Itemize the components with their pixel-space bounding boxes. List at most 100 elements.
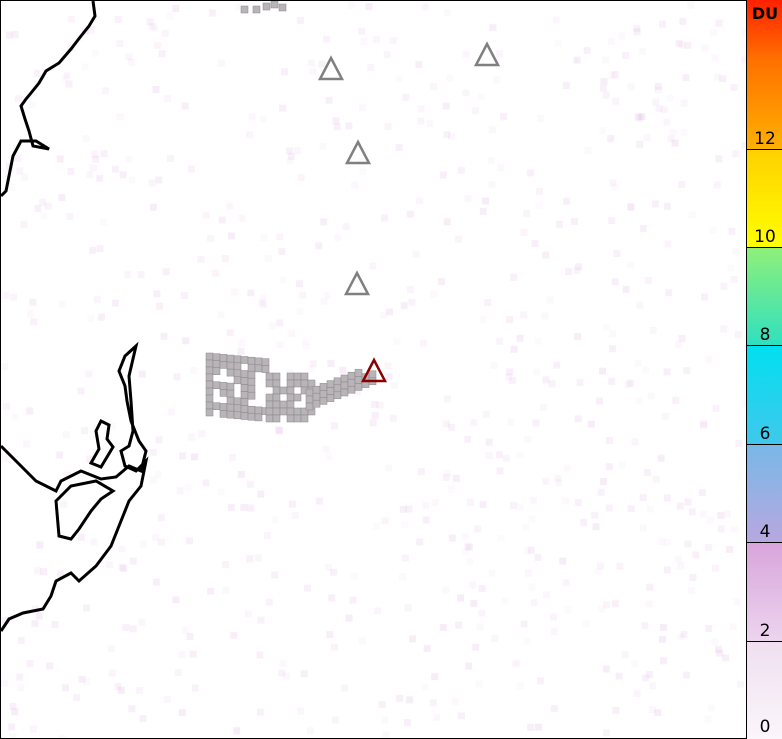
plume-cell — [265, 407, 274, 416]
so2-pixel — [358, 157, 366, 165]
so2-pixel — [315, 242, 323, 250]
so2-pixel — [731, 150, 739, 158]
so2-pixel — [63, 72, 71, 80]
so2-pixel — [342, 223, 350, 231]
so2-pixel — [279, 660, 287, 668]
so2-pixel — [715, 155, 723, 163]
so2-pixel — [412, 250, 420, 258]
plume-cell — [312, 399, 321, 408]
so2-pixel — [330, 422, 338, 430]
so2-pixel — [393, 338, 401, 346]
so2-pixel — [532, 419, 540, 427]
so2-pixel — [574, 332, 582, 340]
so2-pixel — [14, 95, 22, 103]
so2-pixel — [148, 179, 156, 187]
so2-pixel — [605, 436, 613, 444]
plume-cell — [240, 412, 249, 420]
so2-pixel — [35, 612, 43, 620]
colorbar-tick-label: 2 — [759, 620, 771, 641]
so2-pixel — [180, 291, 188, 299]
so2-pixel — [174, 669, 182, 677]
volcano-marker-icon[interactable] — [343, 270, 371, 296]
so2-pixel — [550, 704, 558, 712]
volcano-marker-icon[interactable] — [473, 41, 501, 67]
plume-cell — [219, 354, 228, 362]
plume-cell — [252, 5, 261, 14]
so2-pixel — [671, 139, 679, 147]
so2-pixel — [478, 585, 486, 593]
colorbar-tick — [747, 443, 782, 445]
so2-pixel — [278, 248, 286, 256]
plume-cell — [293, 414, 302, 423]
so2-pixel — [197, 255, 205, 263]
so2-pixel — [28, 101, 36, 109]
plume-cell — [300, 414, 309, 423]
so2-pixel — [63, 471, 71, 479]
so2-pixel — [58, 194, 66, 202]
so2-pixel — [677, 561, 685, 569]
so2-pixel — [268, 322, 276, 330]
so2-pixel — [700, 293, 708, 301]
so2-pixel — [125, 53, 133, 61]
map-panel[interactable] — [0, 0, 750, 739]
so2-pixel — [371, 411, 379, 419]
so2-pixel — [580, 518, 588, 526]
so2-pixel — [2, 291, 10, 299]
so2-pixel — [452, 474, 460, 482]
so2-pixel — [173, 373, 181, 381]
so2-pixel — [433, 713, 441, 721]
so2-pixel — [719, 75, 727, 83]
so2-pixel — [116, 40, 124, 48]
so2-pixel — [488, 569, 496, 577]
so2-pixel — [735, 440, 743, 448]
so2-pixel — [27, 310, 35, 318]
so2-pixel — [605, 463, 613, 471]
plume-cell — [205, 408, 214, 417]
so2-pixel — [31, 605, 39, 613]
so2-pixel — [230, 632, 238, 640]
so2-pixel — [351, 181, 359, 189]
volcano-marker-icon[interactable] — [344, 139, 372, 165]
active-volcano-marker-icon[interactable] — [360, 357, 388, 383]
so2-pixel — [688, 508, 696, 516]
colorbar-tick-label: 4 — [759, 522, 771, 543]
plume-cell — [247, 363, 256, 372]
so2-pixel — [247, 289, 255, 297]
so2-pixel — [479, 207, 487, 215]
so2-pixel — [611, 278, 619, 286]
so2-pixel — [466, 498, 474, 506]
so2-pixel — [51, 620, 59, 628]
plume-cell — [347, 385, 356, 394]
plume-cell — [254, 406, 263, 415]
plume-cell — [205, 359, 214, 368]
so2-pixel — [633, 24, 641, 32]
plume-cell — [240, 377, 249, 385]
so2-pixel — [330, 568, 338, 576]
so2-pixel — [92, 155, 100, 163]
so2-pixel — [470, 599, 478, 607]
so2-pixel — [237, 347, 245, 355]
so2-pixel — [106, 561, 114, 569]
so2-pixel — [711, 564, 719, 572]
so2-pixel — [30, 318, 38, 326]
so2-pixel — [687, 1, 695, 9]
so2-pixel — [705, 624, 713, 632]
so2-pixel — [725, 545, 733, 553]
so2-pixel — [233, 727, 241, 735]
so2-pixel — [603, 601, 611, 609]
so2-pixel — [712, 404, 720, 412]
so2-pixel — [118, 563, 126, 571]
plume-cell — [205, 380, 214, 389]
so2-pixel — [680, 99, 688, 107]
so2-pixel — [683, 671, 691, 679]
volcano-marker-icon[interactable] — [317, 55, 345, 81]
so2-pixel — [166, 12, 174, 20]
plume-cell — [261, 358, 270, 366]
so2-pixel — [99, 218, 107, 226]
plume-cell — [247, 377, 256, 386]
so2-pixel — [646, 583, 654, 591]
so2-pixel — [575, 263, 583, 271]
so2-pixel — [554, 39, 562, 47]
so2-pixel — [472, 107, 480, 115]
plume-cell — [247, 412, 256, 421]
